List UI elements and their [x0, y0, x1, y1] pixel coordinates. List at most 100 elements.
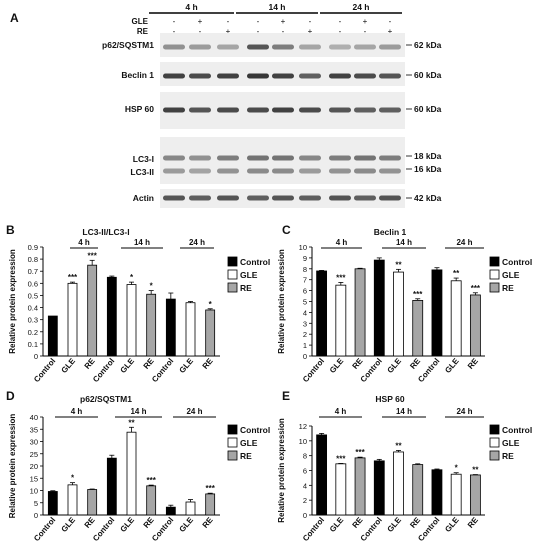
y-tick-label: 20 [30, 462, 38, 471]
significance-label: * [150, 282, 154, 291]
significance-label: ** [128, 418, 135, 427]
x-tick-label: Control [150, 516, 175, 544]
y-tick-label: 0.6 [28, 279, 38, 288]
bar [205, 309, 216, 357]
treatment-sign: + [388, 27, 393, 36]
blot-band [272, 44, 294, 50]
bar [205, 493, 216, 516]
bar [393, 451, 404, 516]
x-tick-label: RE [83, 515, 97, 530]
bar [450, 473, 462, 516]
group-label: 24 h [189, 238, 205, 247]
time-label: 24 h [352, 2, 369, 12]
blot-band [299, 73, 321, 79]
x-tick-label: RE [466, 515, 480, 530]
y-tick-label: 0.1 [28, 340, 38, 349]
kda-marker: 16 kDa [414, 164, 442, 174]
legend-label: GLE [502, 438, 520, 448]
bar [185, 501, 196, 516]
significance-label: * [71, 474, 75, 483]
chart-title: Beclin 1 [374, 227, 407, 237]
treatment-sign: - [364, 27, 367, 36]
y-tick-label: 0 [34, 352, 38, 361]
significance-label: *** [146, 476, 156, 485]
blot-label: Beclin 1 [121, 70, 154, 80]
bar [469, 474, 481, 516]
y-tick-label: 8 [303, 265, 307, 274]
chart-title: LC3-II/LC3-I [82, 227, 129, 237]
group-label: 4 h [78, 238, 90, 247]
bar [126, 431, 137, 516]
x-tick-label: RE [408, 515, 422, 530]
y-tick-label: 0.2 [28, 328, 38, 337]
treatment-sign: - [173, 27, 176, 36]
blot-band [379, 168, 401, 174]
bar [67, 484, 78, 516]
blot-band [299, 107, 321, 113]
y-tick-label: 4 [303, 481, 307, 490]
blot-band [163, 155, 185, 161]
bar [431, 269, 443, 357]
blot-band [379, 195, 401, 201]
legend-swatch [489, 437, 500, 448]
y-axis-label: Relative protein expression [8, 414, 17, 519]
legend-swatch [227, 282, 238, 293]
blot-band [189, 195, 211, 201]
bar [335, 284, 347, 357]
blot-band [379, 155, 401, 161]
bar [354, 268, 366, 357]
treatment-sign: - [257, 27, 260, 36]
y-tick-label: 10 [299, 243, 307, 252]
y-axis-label: Relative protein expression [277, 418, 286, 523]
bar [185, 302, 196, 357]
y-tick-label: 0.4 [28, 304, 38, 313]
blot-label: LC3-I [133, 154, 154, 164]
bar [335, 463, 347, 516]
blot-band [189, 44, 211, 50]
blot-band [272, 107, 294, 113]
bar [450, 280, 462, 357]
blot-band [189, 73, 211, 79]
blot-band [247, 168, 269, 174]
treatment-row-label: RE [137, 27, 149, 36]
bar [316, 434, 328, 516]
legend-label: Control [240, 257, 270, 267]
blot-band [329, 73, 351, 79]
x-tick-label: RE [201, 356, 215, 371]
chart-title: p62/SQSTM1 [80, 394, 132, 404]
treatment-sign: - [339, 17, 342, 26]
treatment-sign: + [198, 17, 203, 26]
bar [316, 270, 328, 357]
x-tick-label: GLE [386, 356, 404, 375]
bar [373, 259, 385, 357]
blot-band [354, 155, 376, 161]
y-tick-label: 0.3 [28, 316, 38, 325]
y-tick-label: 0.5 [28, 291, 38, 300]
x-tick-label: RE [201, 515, 215, 530]
treatment-sign: + [281, 17, 286, 26]
bar [165, 298, 176, 357]
western-blot-panel: A4 h 14 h 24 hGLERE--+--+--+--+--+--+p62/S… [10, 2, 442, 208]
x-tick-label: GLE [119, 515, 137, 534]
bar [146, 485, 157, 516]
blot-band [189, 155, 211, 161]
blot-band [217, 155, 239, 161]
y-tick-label: 8 [303, 452, 307, 461]
significance-label: ** [472, 466, 479, 475]
blot-band [329, 44, 351, 50]
treatment-row-label: GLE [132, 17, 149, 26]
x-tick-label: GLE [178, 515, 196, 534]
y-axis-label: Relative protein expression [277, 249, 286, 354]
bar [412, 464, 424, 516]
blot-band [354, 195, 376, 201]
blot-band [217, 168, 239, 174]
x-tick-label: GLE [60, 356, 78, 375]
significance-label: ** [395, 441, 402, 450]
significance-label: *** [413, 290, 423, 299]
blot-label: p62/SQSTM1 [102, 40, 154, 50]
treatment-sign: - [257, 17, 260, 26]
treatment-sign: - [282, 27, 285, 36]
y-tick-label: 12 [299, 422, 307, 431]
legend-label: GLE [502, 270, 520, 280]
x-tick-label: RE [142, 356, 156, 371]
